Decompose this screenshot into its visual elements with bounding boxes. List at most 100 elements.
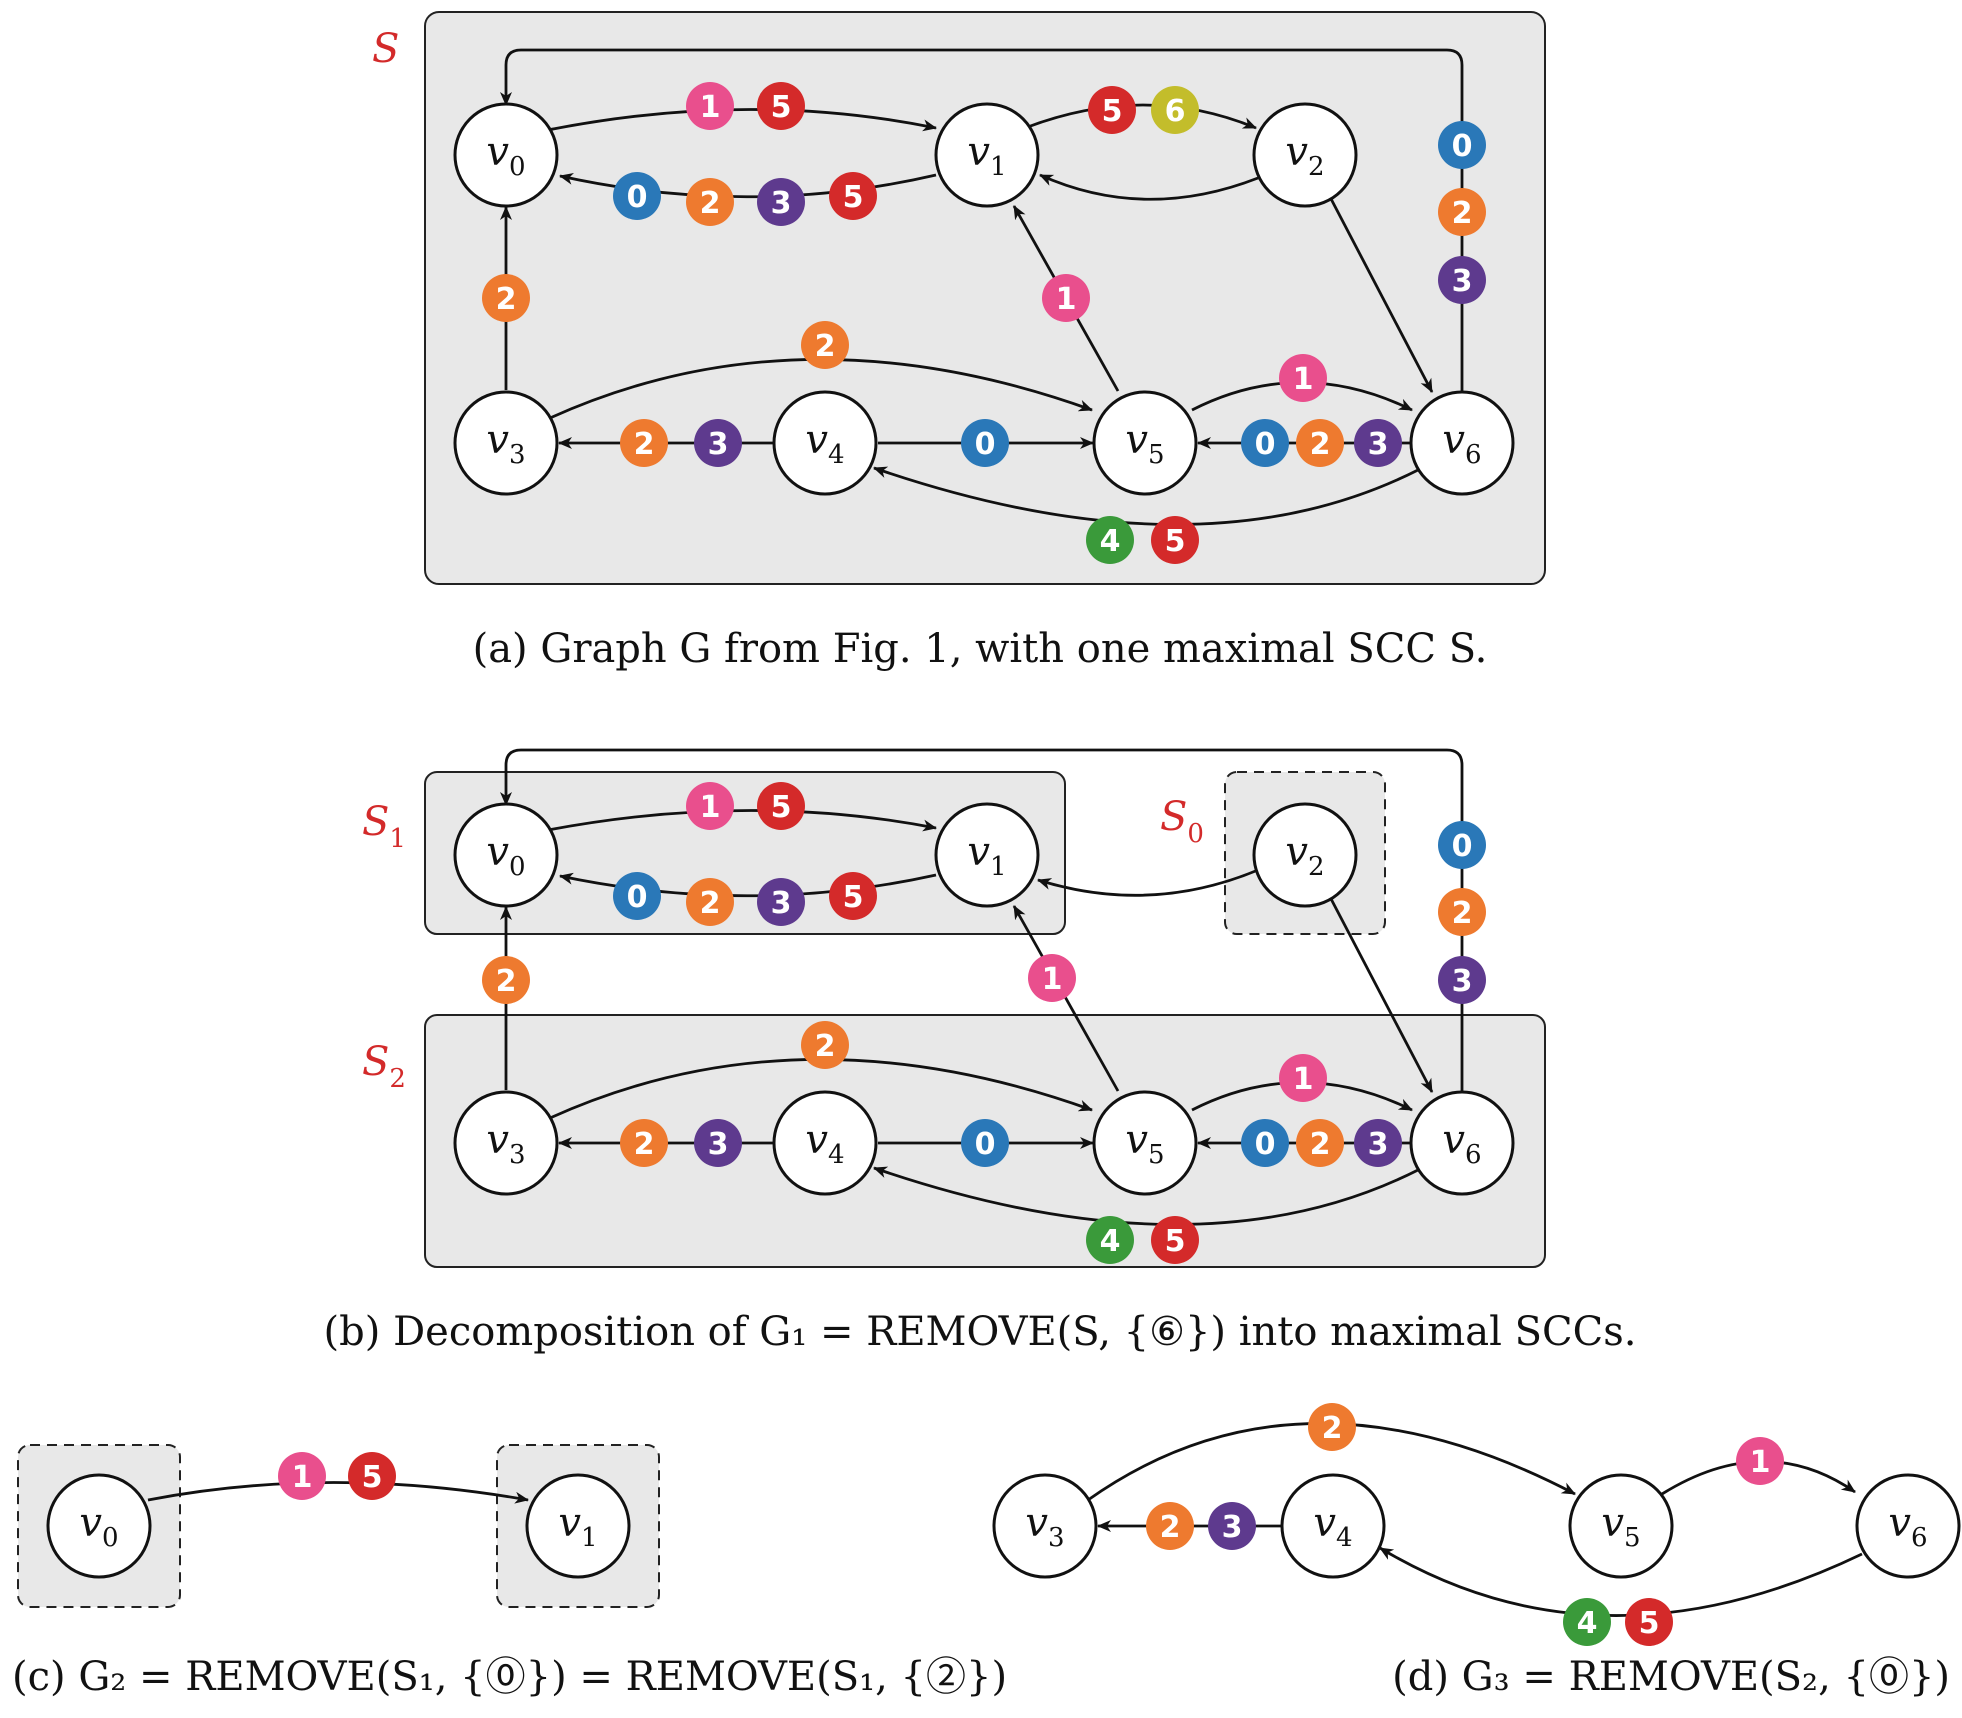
badge-circle	[801, 1021, 849, 1069]
badge-number: 4	[1577, 1606, 1598, 1641]
badge-number: 5	[771, 790, 792, 825]
badge-3: 3	[694, 419, 742, 467]
badge-number: 4	[1100, 524, 1121, 559]
node-circle	[1568, 1473, 1674, 1579]
node-label: v4	[805, 1117, 844, 1170]
badge-circle	[1088, 86, 1136, 134]
badge-circle	[613, 872, 661, 920]
node-circle	[1092, 390, 1198, 496]
badge-2: 2	[1438, 188, 1486, 236]
badge-3: 3	[757, 878, 805, 926]
badge-number: 2	[634, 1127, 655, 1162]
badge-5: 5	[1088, 86, 1136, 134]
scc-box-s1	[424, 771, 1066, 935]
edge-v2-v1	[1037, 868, 1259, 897]
node-label: v0	[79, 1500, 118, 1553]
badge-2: 2	[686, 178, 734, 226]
badge-circle	[961, 419, 1009, 467]
badge-5: 5	[1625, 1598, 1673, 1646]
scc-box-s	[424, 11, 1546, 585]
edge-v1-v0	[559, 172, 937, 199]
badge-circle	[1279, 1054, 1327, 1102]
badge-number: 0	[627, 880, 648, 915]
node-label: v6	[1442, 1117, 1481, 1170]
node-circle	[1409, 390, 1515, 496]
badge-circle	[757, 878, 805, 926]
badge-number: 2	[1160, 1510, 1181, 1545]
badge-number: 3	[1368, 1127, 1389, 1162]
panel-c: 1 5 v0 v1 (c) G₂ = REMOVE(S₁, {⓪}) = REM…	[12, 1444, 1007, 1700]
node-label: v3	[486, 1117, 525, 1170]
edge-v1-v0	[559, 872, 937, 898]
badge-5: 5	[348, 1452, 396, 1500]
node-circle	[772, 1090, 878, 1196]
badge-number: 1	[1750, 1445, 1771, 1480]
badge-number: 5	[362, 1460, 383, 1495]
badge-3: 3	[1438, 256, 1486, 304]
badge-number: 3	[708, 427, 729, 462]
badge-number: 2	[815, 1029, 836, 1064]
node-label: v5	[1601, 1500, 1640, 1553]
node-circle	[453, 1090, 559, 1196]
edge-v0-v1	[547, 809, 937, 832]
node-v2: v2	[1252, 802, 1358, 908]
badge-2: 2	[1146, 1502, 1194, 1550]
badge-number: 1	[1056, 282, 1077, 317]
badge-1: 1	[1279, 354, 1327, 402]
badge-number: 0	[975, 427, 996, 462]
badge-number: 2	[496, 282, 517, 317]
node-v4: v4	[772, 390, 878, 496]
badge-1: 1	[1279, 1054, 1327, 1102]
badge-number: 1	[700, 790, 721, 825]
badge-circle	[1308, 1403, 1356, 1451]
badge-1: 1	[1028, 954, 1076, 1002]
badge-3: 3	[1438, 956, 1486, 1004]
node-label: v5	[1125, 417, 1164, 470]
badge-number: 5	[771, 90, 792, 125]
scc-label-s: S	[372, 26, 399, 72]
node-label: v5	[1125, 1117, 1164, 1170]
badge-5: 5	[1151, 516, 1199, 564]
badge-circle	[1736, 1437, 1784, 1485]
node-v6: v6	[1409, 390, 1515, 496]
node-label: v1	[967, 129, 1006, 182]
badge-circle	[613, 172, 661, 220]
badge-1: 1	[686, 82, 734, 130]
badge-number: 3	[771, 186, 792, 221]
badge-number: 5	[1102, 94, 1123, 129]
badge-circle	[1438, 121, 1486, 169]
badge-number: 0	[1452, 129, 1473, 164]
badge-2: 2	[482, 956, 530, 1004]
node-circle	[934, 102, 1040, 208]
edge-v6-v0	[500, 748, 1464, 1092]
node-circle	[1092, 1090, 1198, 1196]
badge-1: 1	[686, 782, 734, 830]
badge-circle	[694, 419, 742, 467]
node-v1: v1	[934, 102, 1040, 208]
caption-b: (b) Decomposition of G₁ = REMOVE(S, {⑥})…	[324, 1309, 1637, 1355]
node-label: v6	[1442, 417, 1481, 470]
badge-circle	[1151, 1216, 1199, 1264]
edge-v0-v1	[147, 1481, 529, 1504]
node-circle	[453, 390, 559, 496]
node-circle	[453, 102, 559, 208]
badge-0: 0	[961, 1119, 1009, 1167]
badge-0: 0	[613, 872, 661, 920]
badge-number: 2	[700, 186, 721, 221]
node-label: v4	[805, 417, 844, 470]
caption-a: (a) Graph G from Fig. 1, with one maxima…	[473, 626, 1488, 672]
badge-number: 5	[1639, 1606, 1660, 1641]
badge-circle	[829, 872, 877, 920]
badge-3: 3	[1354, 419, 1402, 467]
badge-circle	[1028, 954, 1076, 1002]
badge-circle	[686, 178, 734, 226]
badge-number: 2	[634, 427, 655, 462]
badge-2: 2	[1438, 888, 1486, 936]
badge-number: 6	[1165, 94, 1186, 129]
badge-2: 2	[801, 1021, 849, 1069]
edge-v2-v6	[1327, 194, 1434, 393]
badge-circle	[1151, 516, 1199, 564]
badge-circle	[1354, 1119, 1402, 1167]
badge-circle	[757, 782, 805, 830]
